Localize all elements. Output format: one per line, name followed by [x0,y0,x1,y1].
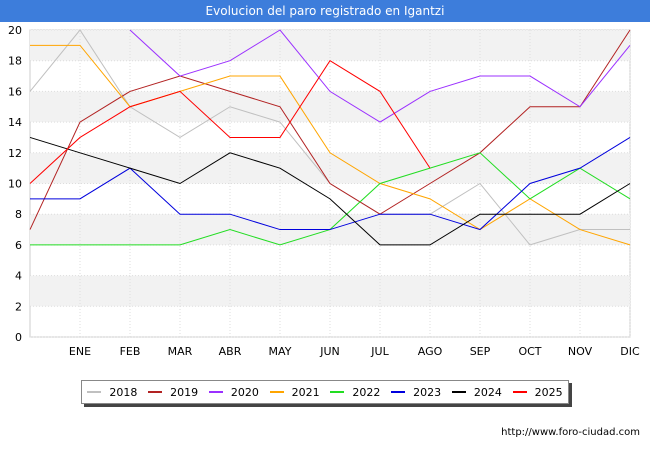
legend-item-2023: 2023 [391,386,441,399]
legend-label: 2019 [170,385,199,399]
x-tick-label: MAY [269,345,292,358]
legend-label: 2023 [413,385,442,399]
series-line-2024 [29,136,631,246]
legend-label: 2021 [291,385,320,399]
x-tick-label: FEB [120,345,141,358]
legend-swatch [330,391,345,393]
legend-label: 2020 [230,385,259,399]
legend-swatch [148,391,163,393]
x-tick-label: OCT [518,345,541,358]
x-tick-label: DIC [620,345,640,358]
x-tick-label: MAR [168,345,193,358]
y-tick-label: 16 [8,85,22,98]
y-tick-label: 6 [15,239,22,252]
x-tick-label: ENE [69,345,91,358]
legend-label: 2018 [109,385,138,399]
series-line-2019 [29,29,631,230]
source-url: http://www.foro-ciudad.com [501,427,640,438]
legend-item-2022: 2022 [330,386,380,399]
legend-item-2019: 2019 [148,386,198,399]
legend-label: 2025 [534,385,563,399]
y-tick-label: 18 [8,55,22,68]
y-tick-label: 0 [15,331,22,344]
x-tick-label: SEP [470,345,491,358]
y-tick-label: 12 [8,147,22,160]
legend-item-2020: 2020 [208,385,259,399]
y-tick-label: 4 [15,270,22,283]
x-tick-label: JUN [319,345,340,358]
legend-swatch [208,391,223,393]
x-tick-label: JUL [370,345,389,358]
background-band [30,275,630,307]
legend: 2018 2019 2020 2021 2022 2023 2024 2025 [81,380,569,404]
legend-swatch [391,391,406,393]
series-line-2020 [129,29,631,123]
legend-label: 2022 [352,385,381,399]
legend-swatch [87,391,102,393]
x-tick-label: AGO [418,345,443,358]
y-tick-label: 8 [15,208,22,221]
y-tick-label: 2 [15,300,22,313]
chart-title: Evolucion del paro registrado en Igantzi [0,0,650,22]
y-tick-label: 10 [8,178,22,191]
y-tick-label: 20 [8,24,22,37]
x-tick-label: NOV [568,345,593,358]
legend-swatch [512,391,527,393]
legend-label: 2024 [473,385,502,399]
y-tick-label: 14 [8,116,22,129]
legend-item-2021: 2021 [269,385,320,399]
legend-item-2025: 2025 [512,385,563,399]
series-line-2025 [29,60,431,184]
legend-swatch [269,391,284,393]
x-tick-label: ABR [219,345,242,358]
legend-item-2024: 2024 [451,385,502,399]
line-chart: 0 2 4 6 8 10 12 14 16 18 20 ENE FEB MAR ABR MAY JUN JUL A… [8,24,640,358]
legend-item-2018: 2018 [87,386,137,399]
chart-area: 0 2 4 6 8 10 12 14 16 18 20 ENE FEB MAR ABR MAY JUN JUL A… [0,22,650,450]
legend-swatch [451,391,466,393]
